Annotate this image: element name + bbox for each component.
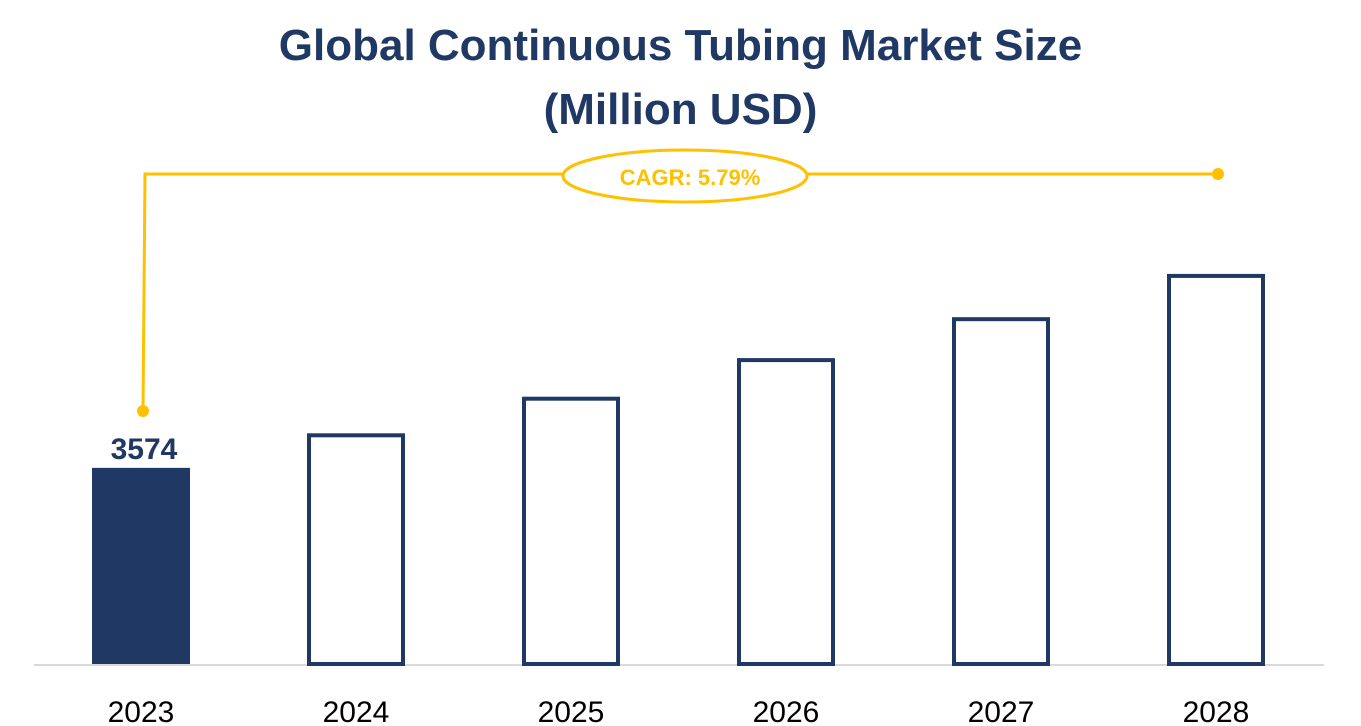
- cagr-start-dot: [137, 405, 149, 417]
- bar-2027: [952, 317, 1050, 666]
- cagr-annotation: CAGR: 5.79%: [137, 148, 1224, 417]
- cagr-connector: [141, 172, 1218, 412]
- bar-2028: [1167, 273, 1265, 666]
- bar-2024: [307, 433, 405, 667]
- bar-2025: [522, 396, 620, 666]
- bar-2023: [92, 467, 190, 664]
- x-tick-label-2024: 2024: [323, 696, 390, 726]
- chart-title: Global Continuous Tubing Market Size (Mi…: [0, 14, 1361, 142]
- x-tick-label-2027: 2027: [968, 696, 1035, 726]
- x-tick-label-2025: 2025: [538, 696, 605, 726]
- x-tick-label-2026: 2026: [753, 696, 820, 726]
- data-label-2023: 3574: [111, 433, 178, 466]
- x-tick-label-2028: 2028: [1183, 696, 1250, 726]
- cagr-end-dot: [1212, 168, 1224, 180]
- cagr-ellipse: [561, 148, 809, 204]
- cagr-label: CAGR: 5.79%: [620, 165, 761, 190]
- subtitle-line: (Million USD): [543, 85, 818, 134]
- x-tick-label-2023: 2023: [108, 696, 175, 726]
- bar-2026: [737, 358, 835, 666]
- title-line: Global Continuous Tubing Market Size: [278, 21, 1083, 70]
